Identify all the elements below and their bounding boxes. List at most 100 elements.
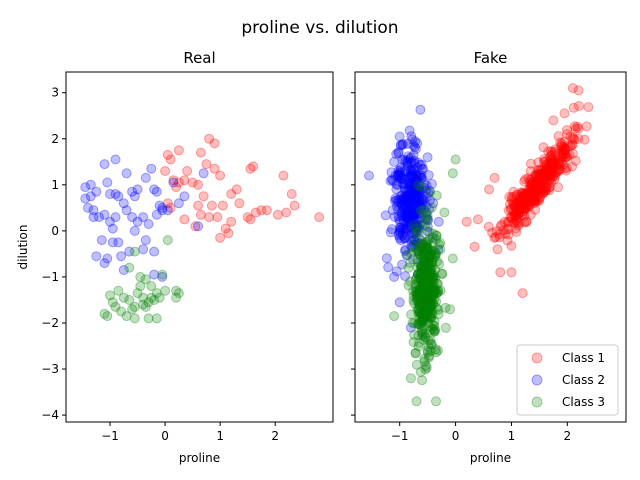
point-class-3 (124, 295, 135, 305)
point-class-3 (419, 306, 429, 317)
point-class-3 (121, 311, 132, 322)
point-class-1 (506, 192, 517, 203)
point-class-1 (550, 154, 561, 165)
point-class-3 (425, 272, 436, 283)
point-class-2 (410, 224, 421, 235)
point-class-2 (418, 164, 428, 174)
point-class-2 (406, 195, 417, 206)
point-class-3 (409, 298, 420, 309)
point-class-1 (536, 179, 547, 190)
point-class-1 (538, 175, 549, 186)
point-class-3 (421, 209, 432, 220)
point-class-1 (531, 170, 542, 181)
point-class-3 (423, 341, 434, 352)
point-class-1 (518, 190, 529, 201)
point-class-1 (566, 140, 577, 151)
point-class-3 (408, 291, 419, 301)
point-class-3 (413, 306, 424, 316)
point-class-1 (226, 216, 237, 227)
point-class-3 (433, 309, 444, 320)
point-class-3 (440, 302, 451, 313)
point-class-3 (414, 319, 425, 330)
point-class-2 (412, 196, 423, 207)
point-class-1 (525, 158, 536, 169)
point-class-1 (511, 198, 522, 209)
point-class-2 (415, 212, 426, 223)
point-class-2 (426, 179, 437, 189)
point-class-3 (421, 298, 432, 308)
point-class-2 (402, 156, 413, 167)
point-class-3 (425, 264, 436, 275)
point-class-3 (422, 291, 433, 302)
point-class-1 (559, 143, 570, 154)
point-class-2 (402, 214, 413, 225)
point-class-2 (107, 237, 118, 248)
point-class-2 (407, 228, 418, 238)
point-class-2 (399, 183, 410, 194)
point-class-1 (539, 175, 549, 185)
point-class-2 (422, 213, 433, 224)
point-class-3 (428, 272, 439, 283)
point-class-3 (427, 282, 438, 293)
point-class-1 (558, 142, 569, 153)
point-class-3 (414, 288, 425, 299)
point-class-1 (544, 175, 555, 186)
point-class-3 (411, 245, 422, 256)
point-class-3 (415, 310, 426, 321)
point-class-2 (409, 188, 420, 198)
point-class-1 (560, 149, 571, 160)
point-class-2 (401, 205, 412, 216)
point-class-2 (399, 203, 409, 214)
point-class-1 (541, 164, 552, 175)
point-class-3 (432, 288, 443, 299)
point-class-2 (85, 191, 96, 202)
point-class-1 (516, 187, 527, 198)
point-class-2 (416, 159, 427, 170)
point-class-3 (427, 298, 438, 309)
point-class-3 (414, 284, 425, 295)
point-class-3 (418, 288, 429, 299)
point-class-2 (396, 210, 407, 221)
point-class-3 (436, 268, 447, 279)
point-class-2 (107, 223, 118, 234)
point-class-3 (429, 289, 440, 300)
point-class-1 (533, 183, 544, 194)
point-class-1 (518, 195, 529, 206)
point-class-2 (143, 219, 154, 229)
point-class-2 (409, 220, 420, 231)
point-class-3 (431, 302, 442, 313)
point-class-3 (110, 301, 121, 312)
point-class-3 (420, 289, 431, 300)
point-class-3 (389, 311, 400, 322)
point-class-1 (553, 159, 563, 170)
point-class-1 (535, 177, 546, 188)
point-class-3 (409, 242, 420, 253)
point-class-3 (422, 211, 433, 222)
point-class-3 (416, 300, 427, 311)
point-class-1 (551, 167, 562, 178)
point-class-2 (383, 262, 394, 273)
point-class-1 (515, 201, 526, 212)
point-class-1 (567, 132, 578, 143)
point-class-3 (419, 328, 429, 339)
point-class-3 (418, 313, 429, 324)
point-class-1 (542, 167, 553, 178)
point-class-3 (427, 271, 438, 282)
point-class-2 (157, 202, 168, 213)
point-class-1 (556, 140, 566, 151)
point-class-3 (418, 282, 429, 293)
point-class-3 (425, 265, 436, 276)
point-class-3 (406, 309, 417, 320)
point-class-1 (162, 149, 173, 160)
point-class-2 (415, 204, 426, 215)
point-class-3 (411, 223, 422, 234)
point-class-2 (414, 214, 424, 225)
point-class-2 (395, 191, 406, 202)
point-class-1 (535, 180, 546, 191)
point-class-1 (511, 208, 522, 219)
point-class-1 (546, 164, 557, 175)
point-class-3 (427, 295, 438, 306)
point-class-3 (424, 312, 435, 323)
point-class-3 (146, 292, 157, 303)
point-class-2 (198, 168, 209, 179)
